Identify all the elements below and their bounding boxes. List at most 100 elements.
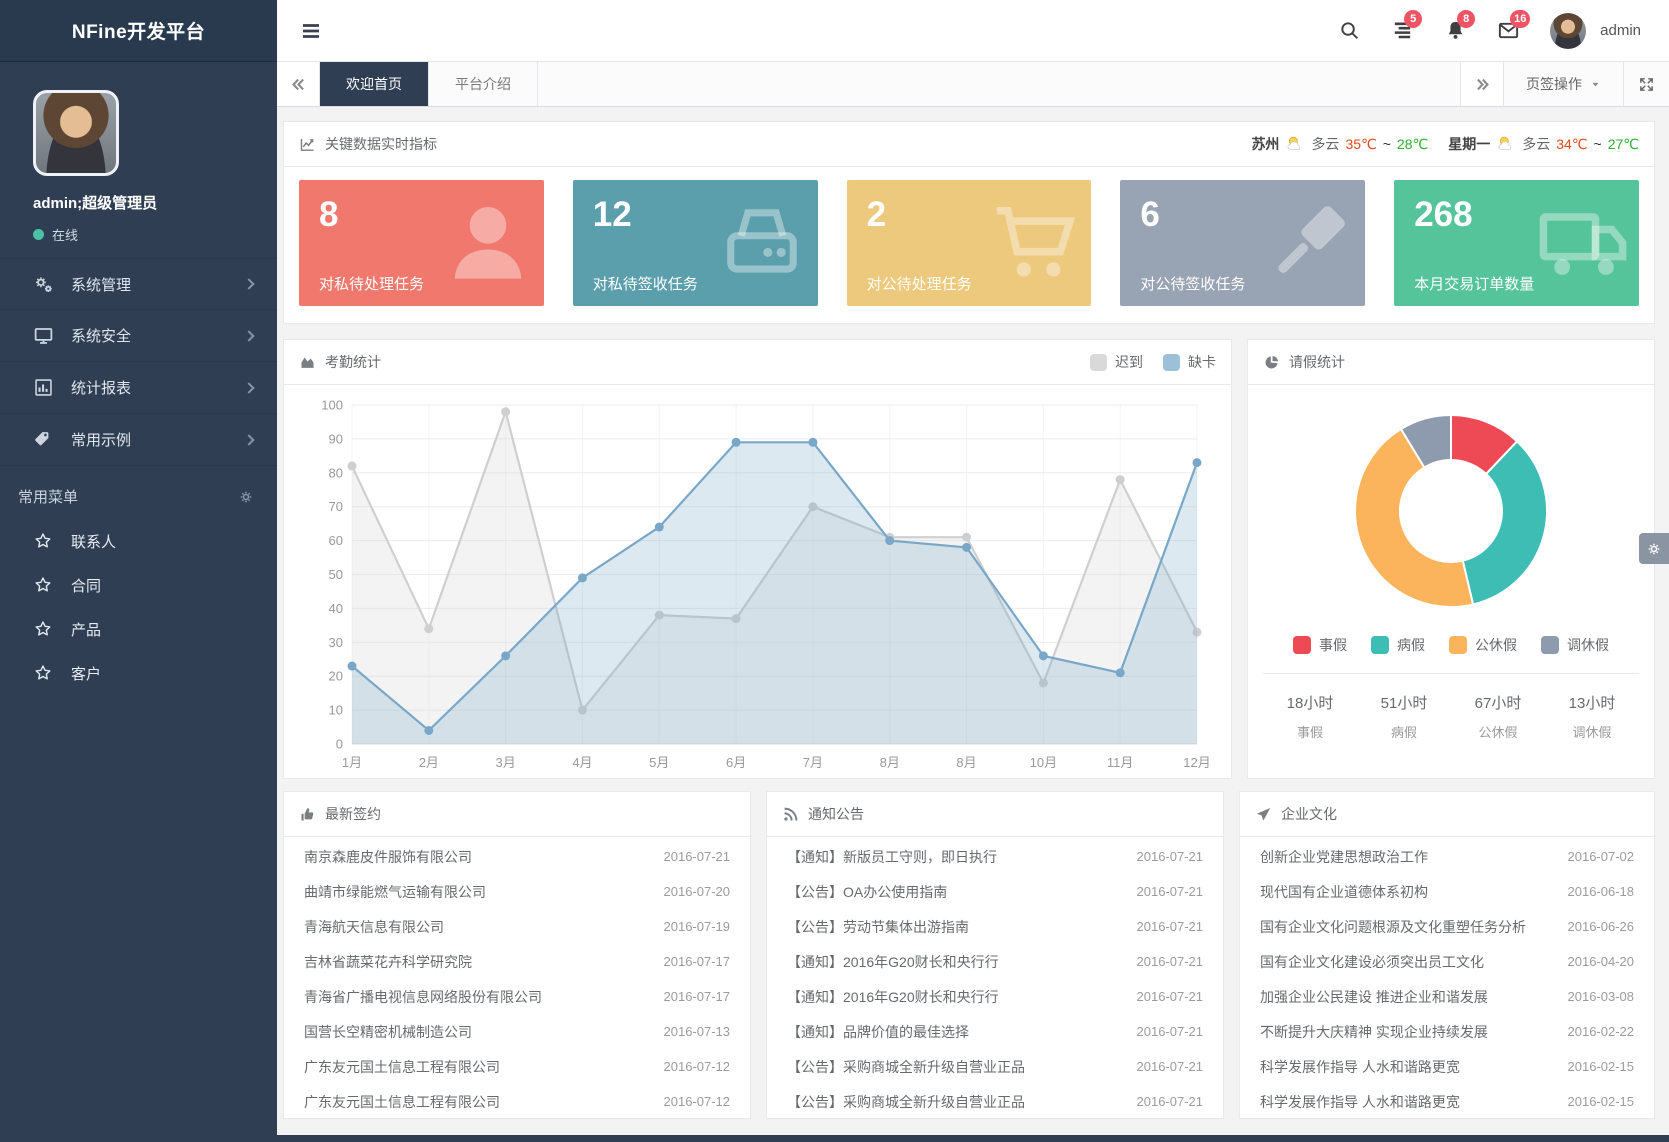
sidebar-item[interactable]: 系统安全 — [0, 310, 277, 362]
list-item[interactable]: 科学发展作指导 人水和谐路更宽 2016-02-15 — [1260, 1084, 1634, 1119]
user-name: admin;超级管理员 — [33, 195, 158, 212]
list-item-date: 2016-07-21 — [1136, 919, 1204, 934]
caret-down-icon — [1590, 79, 1601, 90]
quick-menu-item[interactable]: 合同 — [0, 563, 277, 607]
weather-cond2: 多云 — [1522, 136, 1551, 152]
list-item[interactable]: 青海省广播电视信息网络股份有限公司 2016-07-17 — [304, 979, 730, 1014]
list-item-date: 2016-07-21 — [1136, 954, 1204, 969]
list-item[interactable]: 【通知】品牌价值的最佳选择 2016-07-21 — [787, 1014, 1203, 1049]
list-item-date: 2016-07-19 — [663, 919, 731, 934]
list-item[interactable]: 科学发展作指导 人水和谐路更宽 2016-02-15 — [1260, 1049, 1634, 1084]
list-item[interactable]: 广东友元国土信息工程有限公司 2016-07-12 — [304, 1084, 730, 1119]
key-metrics-panel: 关键数据实时指标 苏州 多云 35℃ ~28℃ 星期一 多云 34℃ ~27℃ 8 对… — [283, 121, 1655, 324]
list-item[interactable]: 【通知】2016年G20财长和央行行 2016-07-21 — [787, 944, 1203, 979]
svg-text:8月: 8月 — [956, 755, 976, 770]
stat-card[interactable]: 6 对公待签收任务 — [1120, 180, 1366, 306]
list-item[interactable]: 青海航天信息有限公司 2016-07-19 — [304, 909, 730, 944]
hamburger-icon[interactable] — [299, 19, 323, 43]
stat-card[interactable]: 12 对私待签收任务 — [572, 180, 818, 306]
list-item[interactable]: 【通知】新版员工守则，即日执行 2016-07-21 — [787, 839, 1203, 874]
list-item[interactable]: 曲靖市绿能燃气运输有限公司 2016-07-20 — [304, 874, 730, 909]
list-item[interactable]: 创新企业党建思想政治工作 2016-07-02 — [1260, 839, 1634, 874]
quick-menu-title: 常用菜单 — [18, 489, 79, 506]
list-item-date: 2016-06-26 — [1567, 919, 1635, 934]
gear-icon[interactable] — [237, 488, 255, 506]
list-item-text: 国有企业文化问题根源及文化重塑任务分析 — [1260, 918, 1526, 935]
quick-menu: 联系人 合同 产品 客户 — [0, 519, 277, 695]
list-item-date: 2016-07-12 — [663, 1094, 731, 1109]
list-item[interactable]: 国营长空精密机械制造公司 2016-07-13 — [304, 1014, 730, 1049]
list-item[interactable]: 【公告】采购商城全新升级自营业正品 2016-07-21 — [787, 1084, 1203, 1119]
svg-text:1月: 1月 — [342, 755, 362, 770]
cart-icon — [985, 192, 1085, 292]
footer-bar — [277, 1135, 1669, 1142]
svg-text:30: 30 — [329, 635, 343, 650]
star-icon — [33, 575, 53, 595]
messages-button[interactable]: 16 — [1497, 10, 1531, 42]
quick-menu-item[interactable]: 客户 — [0, 651, 277, 695]
svg-text:4月: 4月 — [572, 755, 592, 770]
avatar[interactable] — [33, 90, 119, 176]
list-item[interactable]: 南京森鹿皮件服饰有限公司 2016-07-21 — [304, 839, 730, 874]
list-item[interactable]: 不断提升大庆精神 实现企业持续发展 2016-02-22 — [1260, 1014, 1634, 1049]
list-item-text: 青海省广播电视信息网络股份有限公司 — [304, 988, 542, 1005]
sidebar-item[interactable]: 统计报表 — [0, 362, 277, 414]
quick-menu-item[interactable]: 联系人 — [0, 519, 277, 563]
legend-item[interactable]: 调休假 — [1541, 635, 1609, 655]
svg-text:6月: 6月 — [726, 755, 746, 770]
attendance-chart: 0 10 20 30 40 50 60 70 80 90 100 1月 2月 3月 4月 5月 6月 7月 8月 8月… — [321, 398, 1210, 771]
donut-slice — [1399, 413, 1452, 469]
legend-item[interactable]: 公休假 — [1449, 635, 1517, 655]
list-item[interactable]: 吉林省蔬菜花卉科学研究院 2016-07-17 — [304, 944, 730, 979]
signings-list: 南京森鹿皮件服饰有限公司 2016-07-21 曲靖市绿能燃气运输有限公司 2016-… — [284, 837, 750, 1119]
theme-settings-toggle[interactable] — [1639, 533, 1669, 564]
weather-day: 星期一 — [1448, 136, 1491, 152]
list-item[interactable]: 现代国有企业道德体系初构 2016-06-18 — [1260, 874, 1634, 909]
stat-card[interactable]: 8 对私待处理任务 — [299, 180, 544, 306]
area-chart-icon — [299, 354, 316, 371]
app-logo: NFine开发平台 — [0, 0, 277, 62]
list-item[interactable]: 【公告】采购商城全新升级自营业正品 2016-07-21 — [787, 1049, 1203, 1084]
notices-list: 【通知】新版员工守则，即日执行 2016-07-21 【公告】OA办公使用指南 201… — [767, 837, 1223, 1119]
list-item-date: 2016-07-20 — [663, 884, 731, 899]
header-username[interactable]: admin — [1600, 22, 1641, 39]
list-item[interactable]: 加强企业公民建设 推进企业和谐发展 2016-03-08 — [1260, 979, 1634, 1014]
svg-text:20: 20 — [329, 669, 343, 684]
list-item[interactable]: 广东友元国土信息工程有限公司 2016-07-12 — [304, 1049, 730, 1084]
tab-operations-dropdown[interactable]: 页签操作 — [1503, 62, 1623, 106]
list-item-text: 创新企业党建思想政治工作 — [1260, 848, 1428, 865]
weather-low2: 27℃ — [1607, 135, 1639, 152]
search-icon[interactable] — [1338, 19, 1361, 42]
leave-stats: 18小时 事假 51小时 病假 67小时 公休假 13小时 调休假 — [1263, 673, 1639, 741]
notices-panel: 通知公告 【通知】新版员工守则，即日执行 2016-07-21 【公告】OA办公使用… — [766, 791, 1224, 1119]
quick-menu-item[interactable]: 产品 — [0, 607, 277, 651]
notifications-button[interactable]: 8 — [1444, 10, 1476, 42]
list-item[interactable]: 【公告】劳动节集体出游指南 2016-07-21 — [787, 909, 1203, 944]
list-item[interactable]: 国有企业文化问题根源及文化重塑任务分析 2016-06-26 — [1260, 909, 1634, 944]
list-item[interactable]: 【公告】OA办公使用指南 2016-07-21 — [787, 874, 1203, 909]
list-item-text: 【通知】品牌价值的最佳选择 — [787, 1023, 969, 1040]
header-avatar[interactable] — [1550, 12, 1587, 49]
legend-item[interactable]: 病假 — [1371, 635, 1425, 655]
legend-item[interactable]: 缺卡 — [1163, 352, 1216, 372]
list-item-text: 【通知】2016年G20财长和央行行 — [787, 953, 999, 970]
stat-card[interactable]: 268 本月交易订单数量 — [1394, 180, 1639, 306]
sidebar-item[interactable]: 常用示例 — [0, 414, 277, 466]
legend-label: 病假 — [1397, 637, 1425, 653]
list-item-date: 2016-04-20 — [1567, 954, 1635, 969]
legend-item[interactable]: 事假 — [1293, 635, 1347, 655]
tabs-scroll-right-button[interactable] — [1460, 62, 1503, 106]
tab-active[interactable]: 欢迎首页 — [320, 62, 429, 106]
tab-inactive[interactable]: 平台介绍 — [429, 62, 538, 106]
list-item-text: 现代国有企业道德体系初构 — [1260, 883, 1428, 900]
list-item[interactable]: 国有企业文化建设必须突出员工文化 2016-04-20 — [1260, 944, 1634, 979]
tabs: 欢迎首页 平台介绍 — [320, 62, 538, 106]
tasks-button[interactable]: 5 — [1391, 10, 1423, 42]
tabs-scroll-left-button[interactable] — [277, 62, 320, 106]
list-item[interactable]: 【通知】2016年G20财长和央行行 2016-07-21 — [787, 979, 1203, 1014]
legend-item[interactable]: 迟到 — [1090, 352, 1143, 372]
legend-swatch — [1163, 353, 1180, 371]
sidebar-item[interactable]: 系统管理 — [0, 258, 277, 310]
fullscreen-button[interactable] — [1623, 62, 1669, 106]
stat-card[interactable]: 2 对公待处理任务 — [846, 180, 1092, 306]
